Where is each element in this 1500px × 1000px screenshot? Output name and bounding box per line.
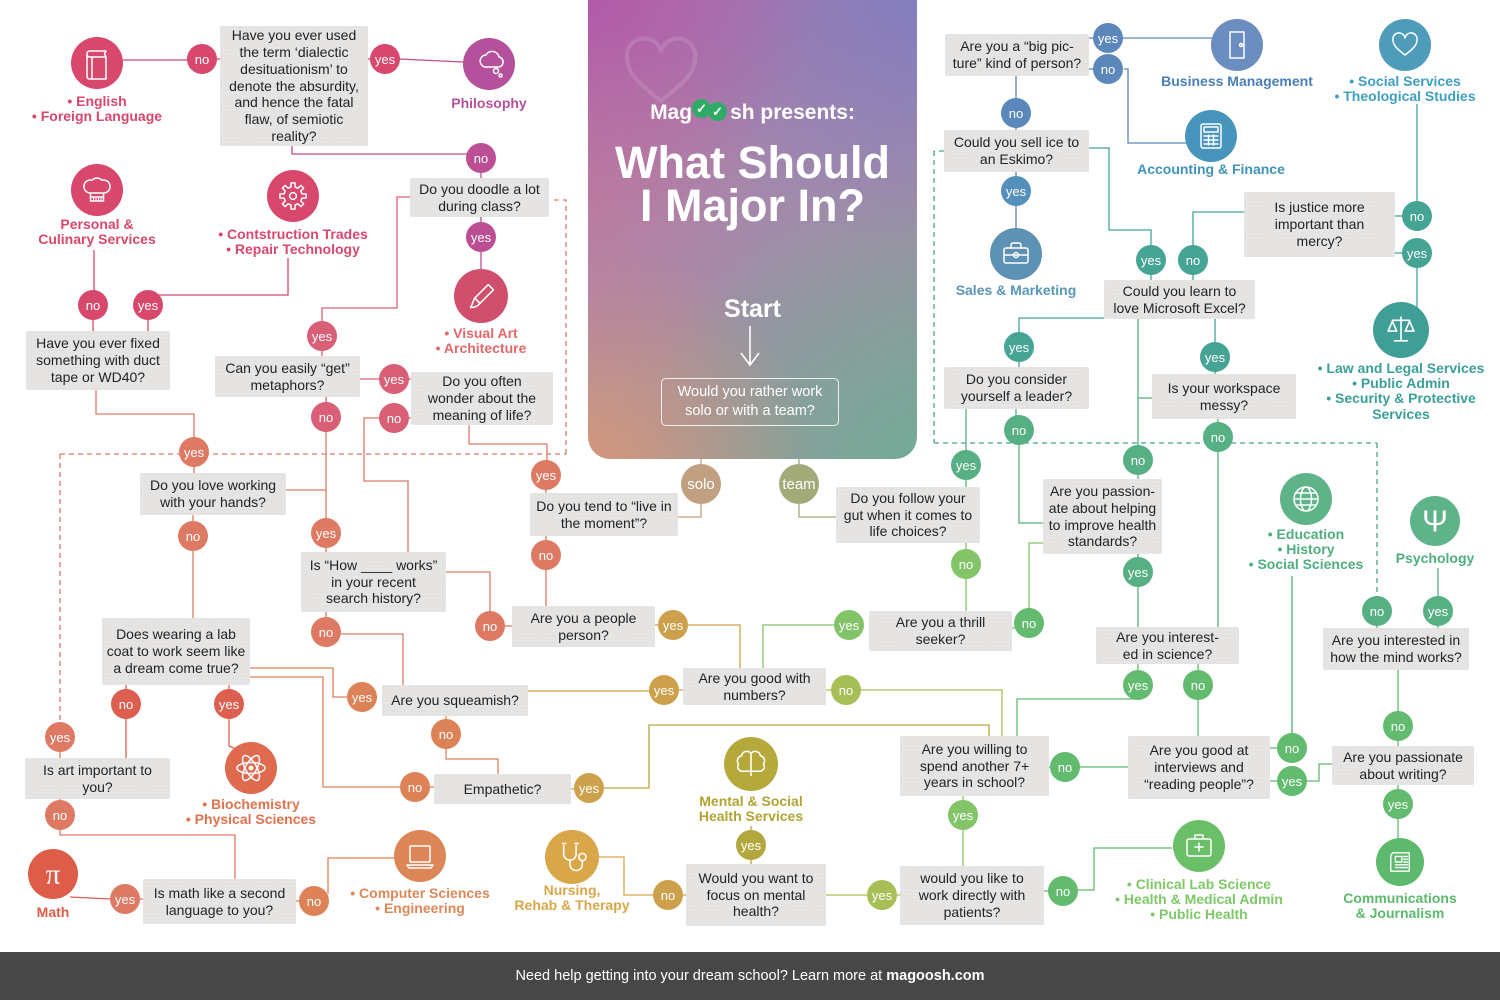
svg-text:π: π [46, 859, 61, 891]
svg-text:Ψ: Ψ [1422, 504, 1448, 539]
